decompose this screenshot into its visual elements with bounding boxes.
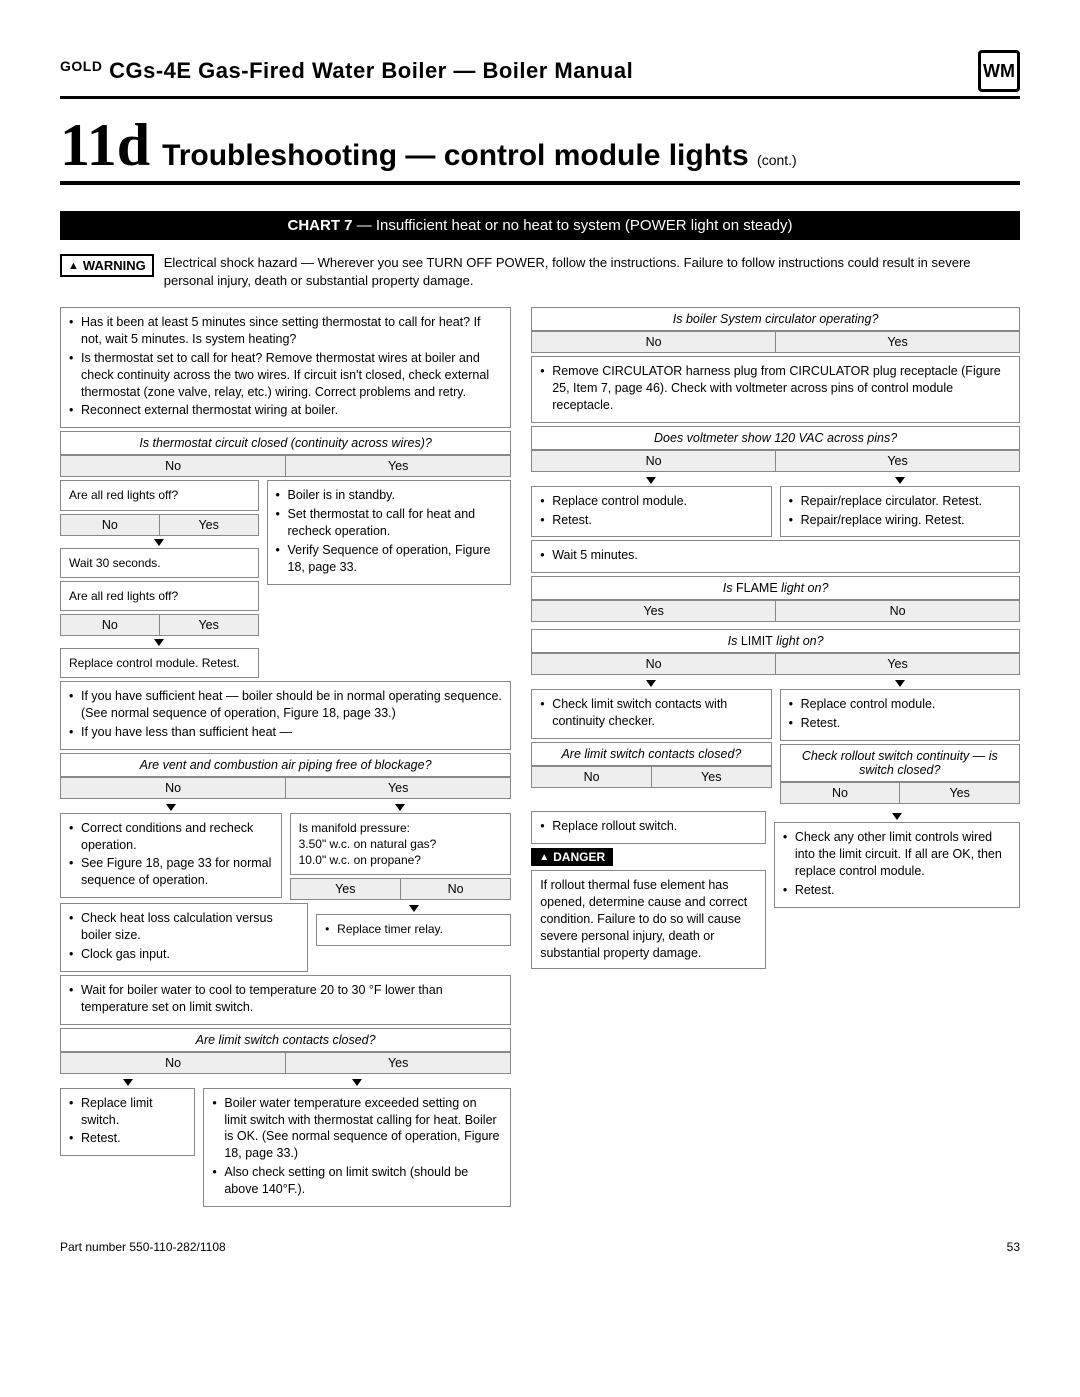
arrow-icon xyxy=(892,813,902,820)
vent-blockage-question: Are vent and combustion air piping free … xyxy=(60,753,511,777)
arrow-icon xyxy=(154,539,164,546)
wait-30: Wait 30 seconds. xyxy=(60,548,259,578)
standby-box: Boiler is in standby. Set thermostat to … xyxy=(267,480,512,584)
header-title: GOLD CGs-4E Gas-Fired Water Boiler — Boi… xyxy=(60,58,633,84)
yn-r1: No Yes xyxy=(531,331,1020,353)
check-limit-switch-box: Check limit switch contacts with continu… xyxy=(531,689,771,739)
wait-5-box: Wait 5 minutes. xyxy=(531,540,1020,573)
replace-cm-2: Replace control module. Retest. xyxy=(531,486,771,538)
arrow-icon xyxy=(646,477,656,484)
red-lights-q1: Are all red lights off? xyxy=(60,480,259,510)
correct-conditions-box: Correct conditions and recheck operation… xyxy=(60,813,282,899)
yn-r6: No Yes xyxy=(780,782,1020,804)
exceeded-temp-box: Boiler water temperature exceeded settin… xyxy=(203,1088,511,1207)
arrow-icon xyxy=(395,804,405,811)
section-number: 11d xyxy=(60,115,150,175)
limit-light-outcomes: Check limit switch contacts with continu… xyxy=(531,678,1020,807)
section-text: Troubleshooting — control module lights … xyxy=(162,139,797,173)
replace-timer-box: Replace timer relay. xyxy=(316,914,511,946)
limit-contacts-question-right: Are limit switch contacts closed? xyxy=(531,742,771,766)
replace-cm-1: Replace control module. Retest. xyxy=(60,648,259,678)
section-title: 11d Troubleshooting — control module lig… xyxy=(60,115,1020,185)
circulator-harness-box: Remove CIRCULATOR harness plug from CIRC… xyxy=(531,356,1020,423)
voltmeter-question: Does voltmeter show 120 VAC across pins? xyxy=(531,426,1020,450)
yn-r3: Yes No xyxy=(531,600,1020,622)
arrow-icon xyxy=(166,804,176,811)
rollout-outcomes: Replace rollout switch. DANGER If rollou… xyxy=(531,811,1020,972)
sufficient-heat-box: If you have sufficient heat — boiler sho… xyxy=(60,681,511,750)
wait-cool-box: Wait for boiler water to cool to tempera… xyxy=(60,975,511,1025)
page-number: 53 xyxy=(1007,1240,1020,1254)
arrow-icon xyxy=(895,680,905,687)
flow-left-column: Has it been at least 5 minutes since set… xyxy=(60,307,511,1210)
warning-text: Electrical shock hazard — Wherever you s… xyxy=(164,254,1020,289)
repair-circulator-box: Repair/replace circulator. Retest. Repai… xyxy=(780,486,1020,538)
after-q1-split: Are all red lights off? NoYes Wait 30 se… xyxy=(60,480,511,681)
gold-label: GOLD xyxy=(60,58,102,74)
arrow-icon xyxy=(154,639,164,646)
chart-title-bar: CHART 7 — Insufficient heat or no heat t… xyxy=(60,211,1020,240)
arrow-icon xyxy=(409,905,419,912)
danger-badge: DANGER xyxy=(531,848,613,866)
page-footer: Part number 550-110-282/1108 53 xyxy=(60,1240,1020,1254)
warning-row: WARNING Electrical shock hazard — Wherev… xyxy=(60,254,1020,289)
yn-3: No Yes xyxy=(60,1052,511,1074)
yn-red2: NoYes xyxy=(60,614,259,636)
limit-contacts-question-left: Are limit switch contacts closed? xyxy=(60,1028,511,1052)
chart-label: CHART 7 xyxy=(288,217,353,234)
heatloss-box: Check heat loss calculation versus boile… xyxy=(60,903,308,972)
arrow-icon xyxy=(123,1079,133,1086)
brand-logo: WM xyxy=(978,50,1020,92)
replace-cm-3: Replace control module. Retest. xyxy=(780,689,1020,741)
danger-text-box: If rollout thermal fuse element has open… xyxy=(531,870,766,968)
yn-r5: No Yes xyxy=(531,766,771,788)
manual-header: GOLD CGs-4E Gas-Fired Water Boiler — Boi… xyxy=(60,50,1020,99)
warning-badge: WARNING xyxy=(60,254,154,277)
replace-limit-box: Replace limit switch. Retest. xyxy=(60,1088,195,1157)
manifold-pressure-q: Is manifold pressure: 3.50" w.c. on natu… xyxy=(290,813,512,876)
check-other-limits-box: Check any other limit controls wired int… xyxy=(774,822,1020,908)
yn-r4: No Yes xyxy=(531,653,1020,675)
limit-outcomes: Replace limit switch. Retest. Boiler wat… xyxy=(60,1077,511,1210)
voltmeter-outcomes: Replace control module. Retest. Repair/r… xyxy=(531,475,1020,541)
yn-2: No Yes xyxy=(60,777,511,799)
rollout-switch-question: Check rollout switch continuity — is swi… xyxy=(780,744,1020,782)
flow-right-column: Is boiler System circulator operating? N… xyxy=(531,307,1020,1210)
red-lights-q2: Are all red lights off? xyxy=(60,581,259,611)
header-title-text: CGs-4E Gas-Fired Water Boiler — Boiler M… xyxy=(109,58,633,83)
arrow-icon xyxy=(352,1079,362,1086)
circulator-question: Is boiler System circulator operating? xyxy=(531,307,1020,331)
flowchart: Has it been at least 5 minutes since set… xyxy=(60,307,1020,1210)
flame-light-question: Is FLAME light on? xyxy=(531,576,1020,600)
yn-manifold: YesNo xyxy=(290,878,512,900)
arrow-icon xyxy=(646,680,656,687)
part-number: Part number 550-110-282/1108 xyxy=(60,1240,226,1254)
replace-rollout-box: Replace rollout switch. xyxy=(531,811,766,844)
manifold-outcomes: Check heat loss calculation versus boile… xyxy=(60,903,511,975)
after-q2-split: Correct conditions and recheck operation… xyxy=(60,802,511,904)
chart-text: — Insufficient heat or no heat to system… xyxy=(357,217,793,234)
yn-red1: NoYes xyxy=(60,514,259,536)
yn-r2: No Yes xyxy=(531,450,1020,472)
thermostat-check-box: Has it been at least 5 minutes since set… xyxy=(60,307,511,428)
thermostat-circuit-question: Is thermostat circuit closed (continuity… xyxy=(60,431,511,455)
arrow-icon xyxy=(895,477,905,484)
section-cont: (cont.) xyxy=(757,152,797,168)
limit-light-question: Is LIMIT light on? xyxy=(531,629,1020,653)
yn-1: No Yes xyxy=(60,455,511,477)
